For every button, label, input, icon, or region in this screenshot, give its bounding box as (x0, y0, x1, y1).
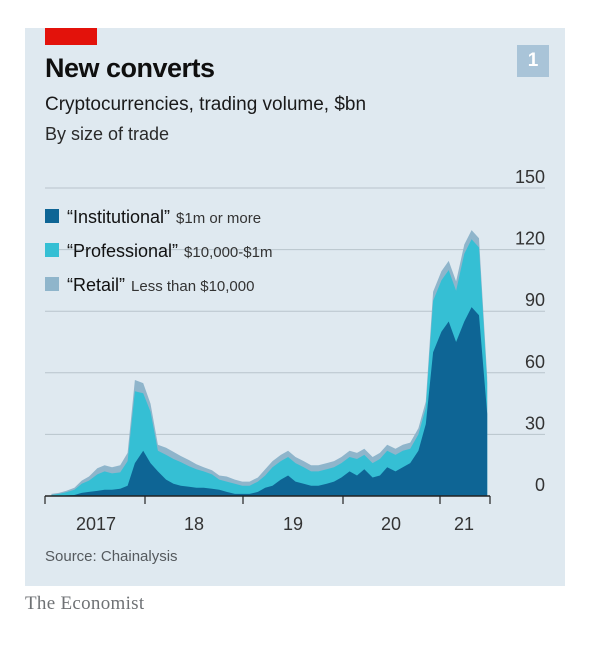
legend-range: $10,000-$1m (184, 244, 272, 261)
y-tick-label: 60 (525, 352, 545, 372)
y-tick-label: 0 (535, 475, 545, 495)
chart-title: New converts (45, 53, 215, 83)
x-tick-label: 20 (381, 514, 401, 534)
legend-item: “Institutional” $1m or more (45, 207, 261, 227)
legend-swatch (45, 277, 59, 291)
stacked-areas (51, 230, 488, 497)
legend-swatch (45, 243, 59, 257)
x-axis (44, 495, 491, 504)
legend-label: “Professional” (67, 241, 178, 261)
x-tick-labels: 2017 18 19 20 21 (76, 514, 474, 534)
legend: “Institutional” $1m or more “Professional”… (45, 207, 272, 295)
chart-number-badge: 1 (517, 45, 549, 77)
economist-red-tag (45, 28, 97, 45)
source-note: Source: Chainalysis (45, 548, 178, 565)
legend-label: “Retail” (67, 275, 125, 295)
y-tick-label: 90 (525, 290, 545, 310)
legend-item: “Retail” Less than $10,000 (45, 275, 254, 295)
legend-swatch (45, 209, 59, 223)
x-tick-label: 19 (283, 514, 303, 534)
legend-item: “Professional” $10,000-$1m (45, 241, 272, 261)
y-tick-label: 120 (515, 229, 545, 249)
y-tick-label: 30 (525, 413, 545, 433)
x-tick-label: 18 (184, 514, 204, 534)
economist-brand: The Economist (25, 593, 145, 614)
y-tick-labels: 0 30 60 90 120 150 (515, 167, 545, 495)
chart-subtitle: Cryptocurrencies, trading volume, $bn (45, 94, 367, 115)
y-tick-label: 150 (515, 167, 545, 187)
legend-range: $1m or more (176, 210, 261, 227)
x-tick-label: 2017 (76, 514, 116, 534)
chart-subtitle-note: By size of trade (45, 124, 170, 144)
legend-label: “Institutional” (67, 207, 170, 227)
x-tick-label: 21 (454, 514, 474, 534)
institutional-area (51, 307, 488, 496)
legend-range: Less than $10,000 (131, 278, 254, 295)
